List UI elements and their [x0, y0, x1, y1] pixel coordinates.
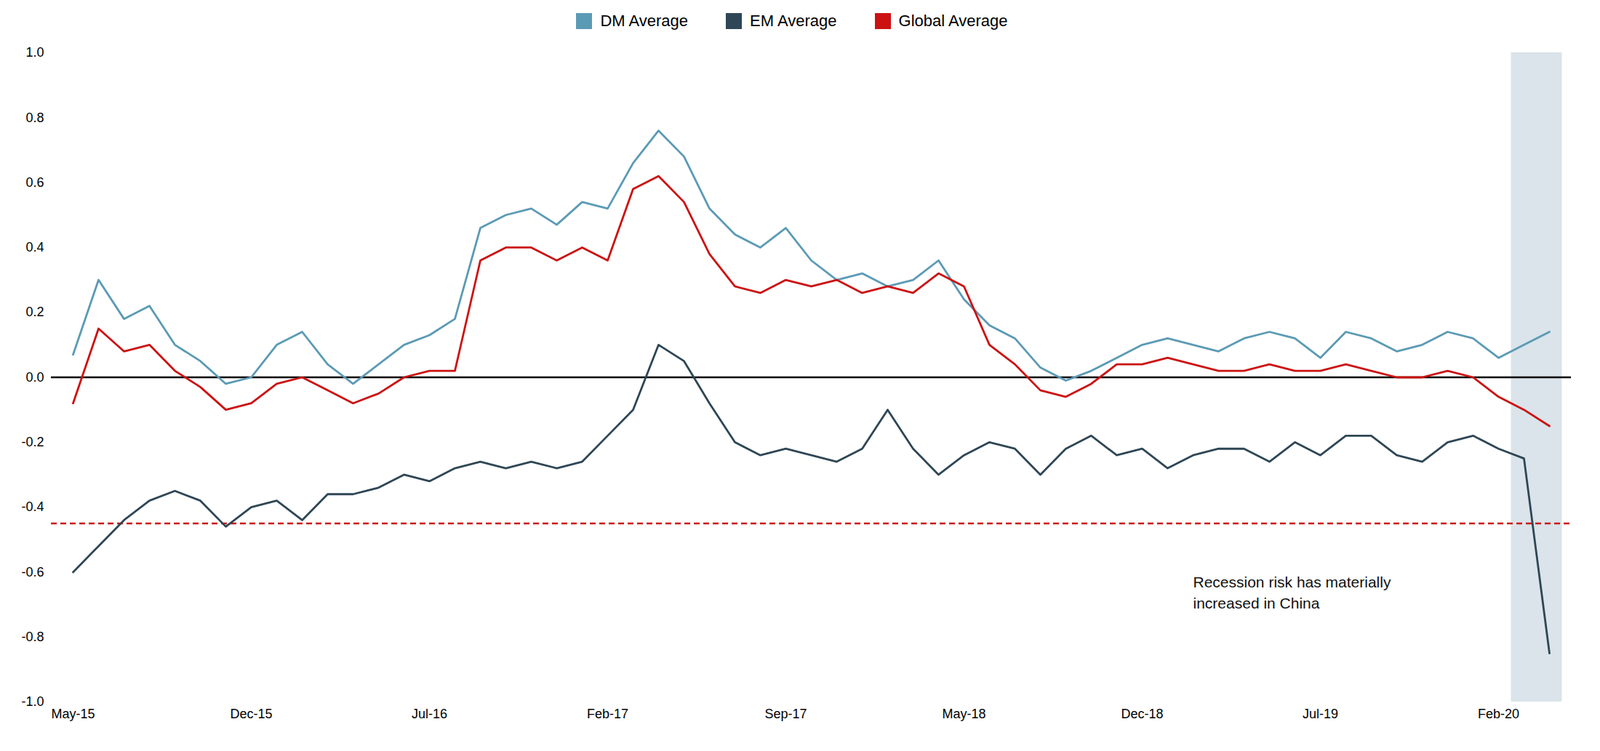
html-text:EM Average: EM Average — [749, 11, 837, 30]
svg-text:Feb-20: Feb-20 — [1477, 706, 1520, 722]
svg-text:0.6: 0.6 — [25, 175, 44, 190]
svg-text:Jul-19: Jul-19 — [1302, 706, 1339, 722]
svg-text:May-15: May-15 — [50, 706, 95, 722]
svg-text:-1.0: -1.0 — [21, 694, 44, 710]
svg-text:-0.2: -0.2 — [21, 434, 44, 450]
svg-text:Dec-15: Dec-15 — [229, 706, 272, 722]
svg-text:May-18: May-18 — [941, 706, 986, 722]
svg-text:-0.8: -0.8 — [21, 629, 44, 645]
svg-text:Sep-17: Sep-17 — [764, 706, 807, 722]
svg-text:Recession risk has materiallyi: Recession risk has materiallyincreased i… — [1193, 573, 1392, 612]
svg-text:Dec-18: Dec-18 — [1120, 706, 1163, 722]
svg-text:Jul-16: Jul-16 — [411, 706, 448, 722]
svg-text:-0.6: -0.6 — [21, 565, 44, 580]
svg-text:0.2: 0.2 — [25, 304, 44, 320]
svg-text:0.0: 0.0 — [25, 370, 44, 385]
html-text:DM Average: DM Average — [600, 11, 689, 30]
svg-text:-0.4: -0.4 — [21, 499, 44, 515]
svg-text:0.8: 0.8 — [25, 110, 44, 126]
svg-text:0.4: 0.4 — [25, 240, 44, 255]
html-text:Global Average: Global Average — [898, 11, 1008, 30]
svg-text:Feb-17: Feb-17 — [586, 706, 629, 722]
svg-text:1.0: 1.0 — [25, 45, 44, 60]
